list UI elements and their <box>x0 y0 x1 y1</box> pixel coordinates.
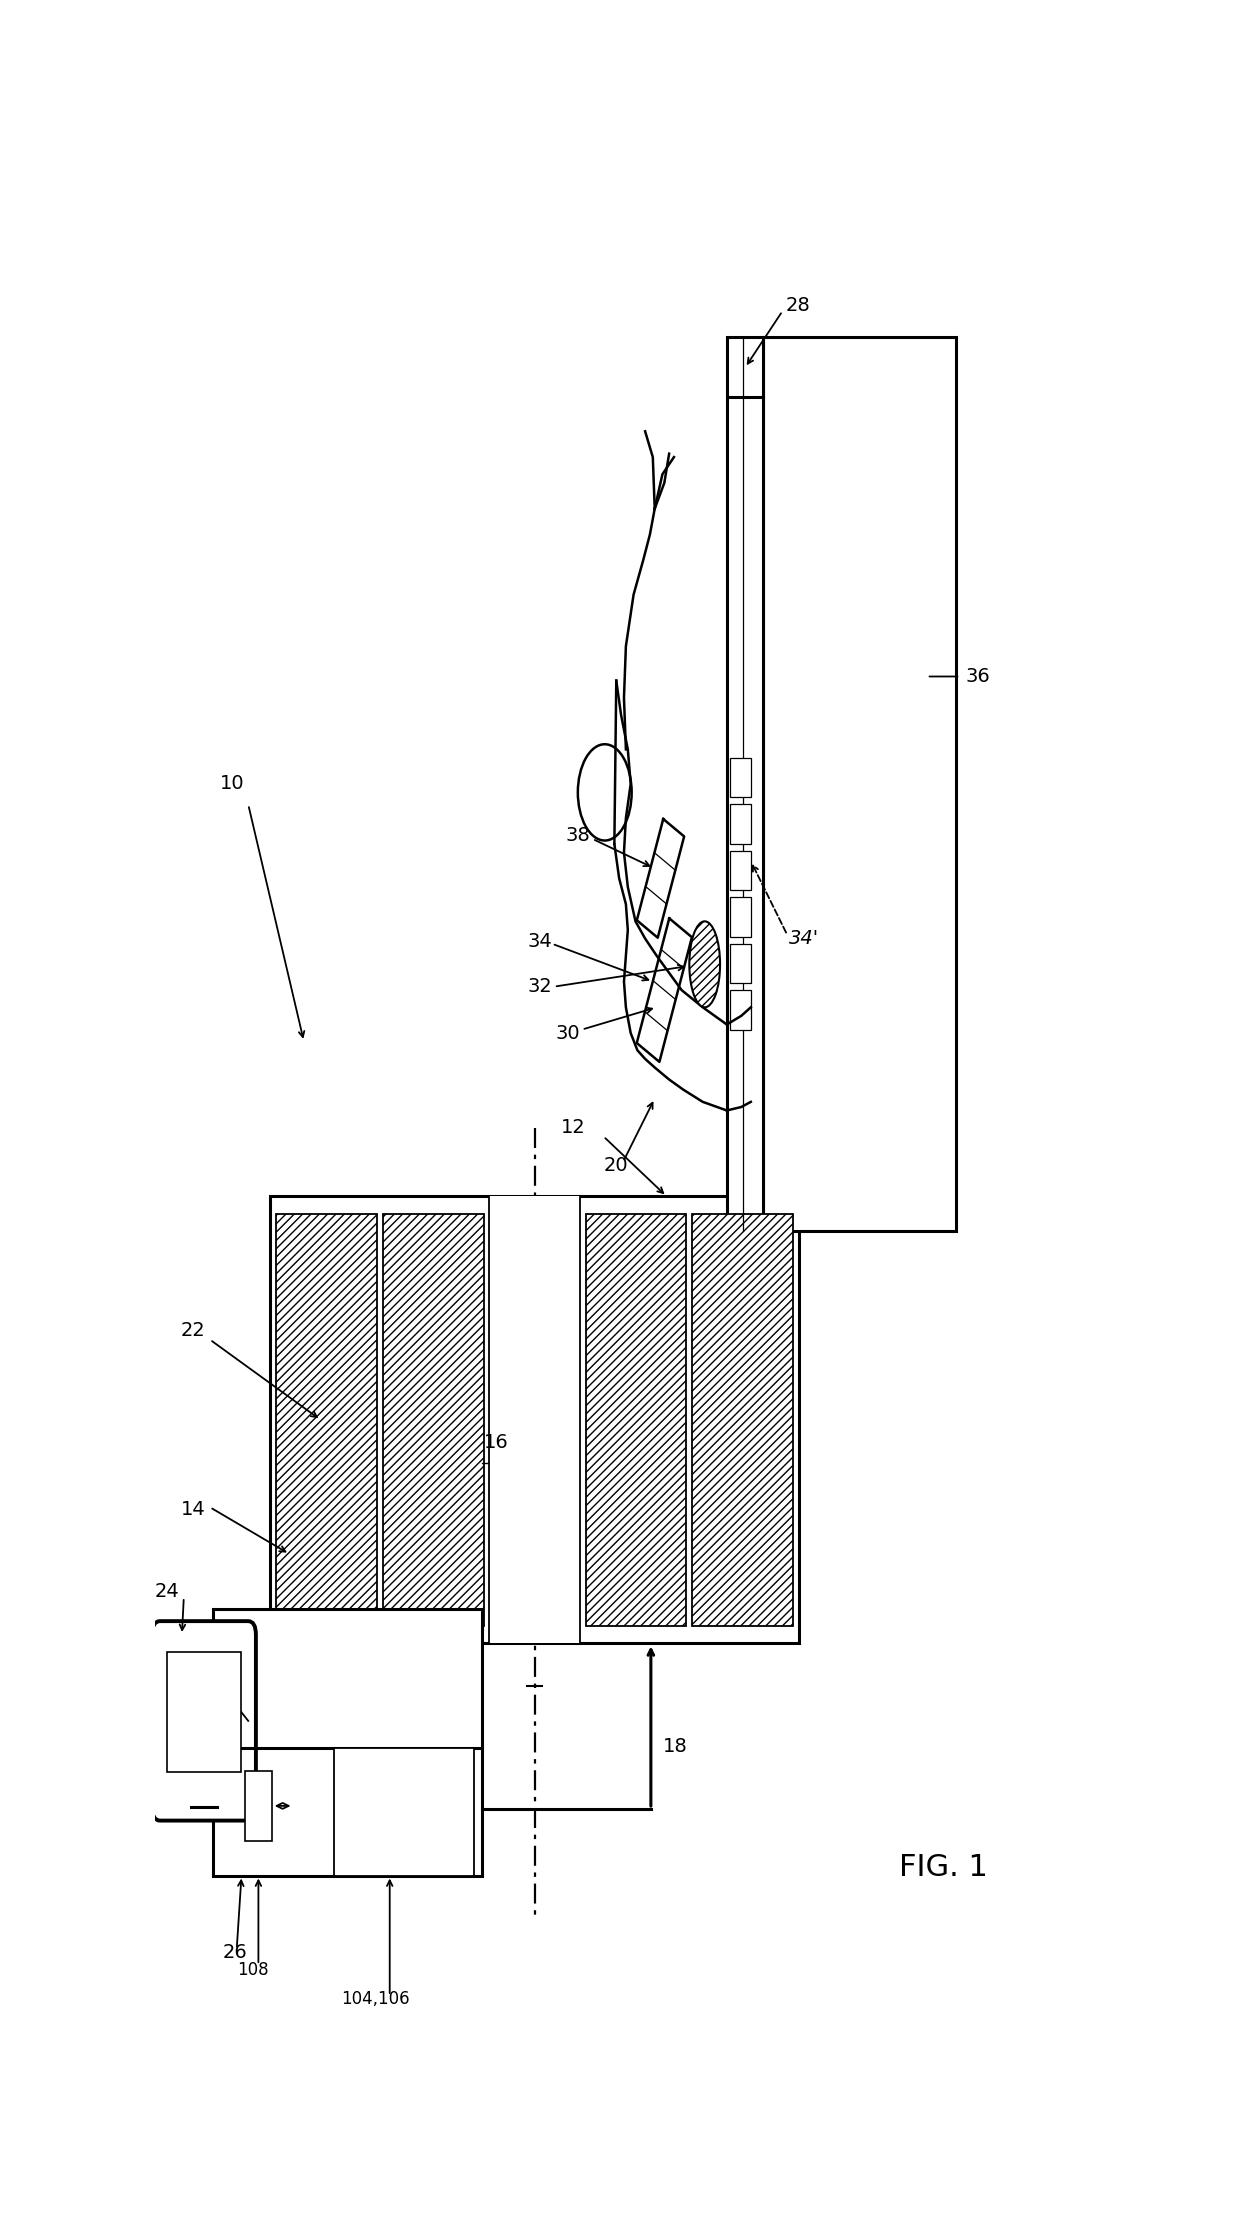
Text: 32: 32 <box>527 978 552 996</box>
Text: 20: 20 <box>604 1157 629 1175</box>
Bar <box>729 945 751 983</box>
Ellipse shape <box>689 922 720 1007</box>
Text: 34: 34 <box>527 933 552 951</box>
Text: 108: 108 <box>237 1961 269 1978</box>
Text: 34': 34' <box>789 929 820 949</box>
Text: 18: 18 <box>662 1737 687 1755</box>
Text: 26: 26 <box>222 1943 247 1963</box>
Bar <box>727 337 764 1230</box>
Bar <box>729 804 751 844</box>
Text: 36: 36 <box>965 668 990 686</box>
Bar <box>764 337 956 1230</box>
FancyBboxPatch shape <box>153 1621 255 1820</box>
Bar <box>729 851 751 891</box>
Bar <box>246 1771 272 1840</box>
Bar <box>490 1197 580 1643</box>
Bar <box>729 898 751 936</box>
Text: 10: 10 <box>219 775 244 793</box>
Bar <box>277 1215 377 1626</box>
Bar <box>729 757 751 797</box>
Text: 14: 14 <box>181 1501 206 1518</box>
Text: 16: 16 <box>484 1434 508 1451</box>
Text: 12: 12 <box>560 1119 585 1137</box>
Bar <box>692 1215 794 1626</box>
Text: 30: 30 <box>556 1023 580 1043</box>
Text: 22: 22 <box>181 1322 206 1340</box>
Bar <box>167 1652 241 1773</box>
Text: FIG. 1: FIG. 1 <box>899 1853 987 1882</box>
Text: 28: 28 <box>785 297 810 315</box>
Text: 24: 24 <box>155 1583 180 1601</box>
Bar <box>729 989 751 1029</box>
Text: 104,106: 104,106 <box>341 1990 410 2007</box>
Bar <box>383 1215 484 1626</box>
Bar <box>270 1197 799 1643</box>
Bar <box>585 1215 687 1626</box>
Bar <box>334 1748 474 1876</box>
Text: 38: 38 <box>565 826 590 844</box>
Bar <box>213 1610 481 1876</box>
